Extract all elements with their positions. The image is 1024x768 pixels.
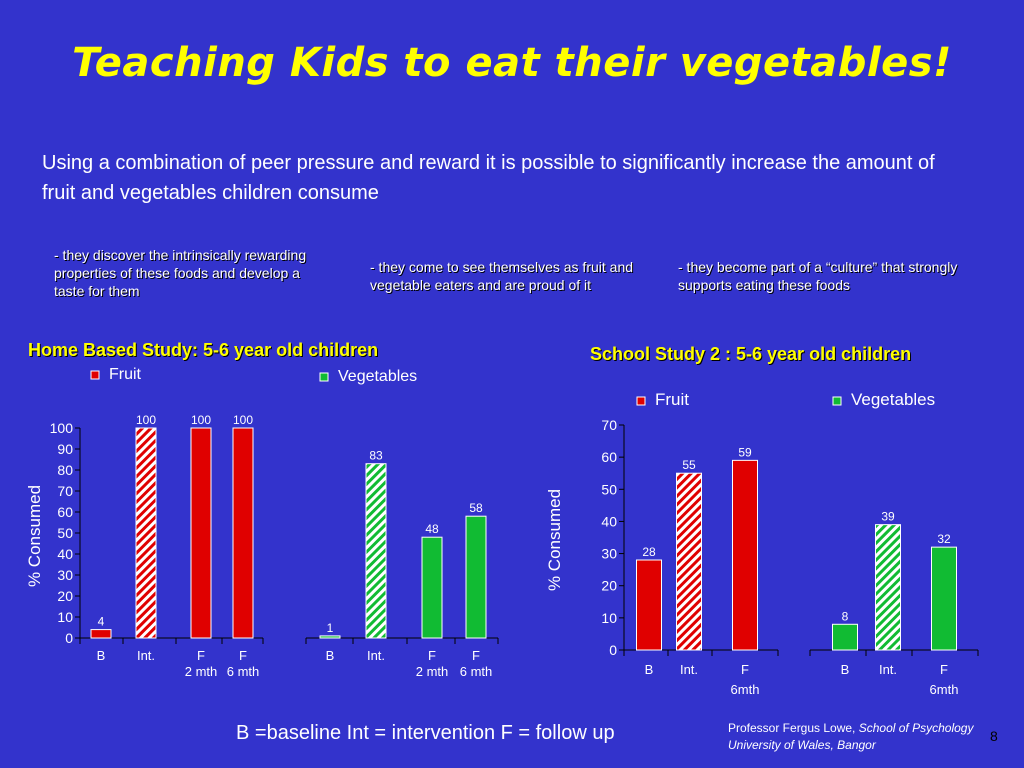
home-legend-label-fruit: Fruit xyxy=(109,366,142,383)
home-x-sublabel-vegetables-4: 6 mth xyxy=(460,664,493,679)
home-legend-swatch-vegetables xyxy=(319,372,329,382)
school-x-label-fruit-1: B xyxy=(645,662,654,677)
school-legend-swatch-fruit xyxy=(636,396,646,406)
school-x-label-vegetables-1: B xyxy=(841,662,850,677)
home-bar-value-vegetables-3: 48 xyxy=(425,522,439,536)
credit-university: University of Wales, Bangor xyxy=(728,738,876,752)
school-x-sublabel-vegetables-3: 6mth xyxy=(930,682,959,697)
home-bar-value-fruit-1: 4 xyxy=(98,615,105,629)
home-x-sublabel-fruit-3: 2 mth xyxy=(185,664,218,679)
school-bar-value-vegetables-3: 32 xyxy=(937,532,951,546)
home-bar-vegetables-1 xyxy=(319,635,341,639)
home-y-tick-label: 90 xyxy=(57,441,73,457)
school-y-tick-label: 50 xyxy=(601,481,617,497)
school-legend-swatch-vegetables xyxy=(832,396,842,406)
school-x-sublabel-fruit-3: 6mth xyxy=(731,682,760,697)
home-y-tick-label: 70 xyxy=(57,483,73,499)
home-y-tick-label: 20 xyxy=(57,588,73,604)
school-y-tick-label: 40 xyxy=(601,513,617,529)
school-bar-vegetables-2 xyxy=(875,524,901,651)
slide-title: Teaching Kids to eat their vegetables! xyxy=(72,40,952,86)
school-study-title: School Study 2 : 5-6 year old children xyxy=(590,344,912,364)
intro-text: Using a combination of peer pressure and… xyxy=(42,152,935,204)
school-bar-value-fruit-1: 28 xyxy=(642,545,656,559)
home-y-tick-label: 80 xyxy=(57,462,73,478)
school-y-tick-label: 0 xyxy=(609,642,617,658)
home-x-label-fruit-3: F xyxy=(197,648,205,663)
school-y-tick-label: 20 xyxy=(601,578,617,594)
school-y-tick-label: 70 xyxy=(601,417,617,433)
home-y-tick-label: 0 xyxy=(65,630,73,646)
school-legend-label-fruit: Fruit xyxy=(655,390,689,409)
home-y-tick-label: 10 xyxy=(57,609,73,625)
home-bar-fruit-1 xyxy=(90,629,112,639)
bullet-taste: - they discover the intrinsically reward… xyxy=(54,247,307,299)
home-x-label-vegetables-4: F xyxy=(472,648,480,663)
home-bar-fruit-4 xyxy=(232,427,254,639)
school-bar-value-fruit-2: 55 xyxy=(682,458,696,472)
home-y-tick-label: 30 xyxy=(57,567,73,583)
page-number: 8 xyxy=(990,728,998,744)
home-x-sublabel-vegetables-3: 2 mth xyxy=(416,664,449,679)
school-x-label-vegetables-2: Int. xyxy=(879,662,897,677)
home-y-tick-label: 60 xyxy=(57,504,73,520)
home-y-tick-label: 50 xyxy=(57,525,73,541)
home-y-tick-label: 100 xyxy=(50,420,74,436)
home-bar-fruit-3 xyxy=(190,427,212,639)
credit-name: Professor Fergus Lowe, xyxy=(728,721,856,735)
home-bar-value-fruit-2: 100 xyxy=(136,413,156,427)
school-bar-value-fruit-3: 59 xyxy=(738,445,752,459)
school-bar-fruit-2 xyxy=(676,472,702,651)
school-legend-label-vegetables: Vegetables xyxy=(851,390,935,409)
credit-block: Professor Fergus Lowe, School of Psychol… xyxy=(728,720,973,754)
home-x-sublabel-fruit-4: 6 mth xyxy=(227,664,260,679)
home-bar-vegetables-3 xyxy=(421,536,443,639)
bullet-identity: - they come to see themselves as fruit a… xyxy=(370,259,634,293)
home-bar-vegetables-2 xyxy=(365,463,387,639)
home-legend-label-vegetables: Vegetables xyxy=(338,368,417,385)
home-bar-fruit-2 xyxy=(135,427,157,639)
school-bar-value-vegetables-2: 39 xyxy=(881,510,895,524)
home-y-axis-label: % Consumed xyxy=(25,485,44,587)
home-bar-value-vegetables-1: 1 xyxy=(327,621,334,635)
home-x-label-vegetables-2: Int. xyxy=(367,648,385,663)
school-x-label-fruit-3: F xyxy=(741,662,749,677)
school-x-label-fruit-2: Int. xyxy=(680,662,698,677)
school-y-tick-label: 10 xyxy=(601,610,617,626)
legend-footnote: B =baseline Int = intervention F = follo… xyxy=(236,722,615,744)
school-y-tick-label: 30 xyxy=(601,546,617,562)
school-y-tick-label: 60 xyxy=(601,449,617,465)
credit-school: School of Psychology xyxy=(858,721,974,735)
home-y-tick-label: 40 xyxy=(57,546,73,562)
bullet-culture: - they become part of a “culture” that s… xyxy=(678,259,958,293)
home-x-label-vegetables-1: B xyxy=(326,648,335,663)
home-x-label-vegetables-3: F xyxy=(428,648,436,663)
home-bar-value-vegetables-4: 58 xyxy=(469,501,483,515)
home-x-label-fruit-1: B xyxy=(97,648,106,663)
school-bar-fruit-1 xyxy=(636,559,662,651)
home-x-label-fruit-2: Int. xyxy=(137,648,155,663)
home-x-label-fruit-4: F xyxy=(239,648,247,663)
home-bar-value-fruit-3: 100 xyxy=(191,413,211,427)
school-bar-vegetables-1 xyxy=(832,623,858,651)
home-bar-value-fruit-4: 100 xyxy=(233,413,253,427)
home-bar-vegetables-4 xyxy=(465,515,487,639)
home-legend-swatch-fruit xyxy=(90,370,100,380)
home-study-title: Home Based Study: 5-6 year old children xyxy=(28,340,379,360)
school-bar-vegetables-3 xyxy=(931,546,957,651)
school-y-axis-label: % Consumed xyxy=(545,489,564,591)
school-bar-fruit-3 xyxy=(732,459,758,651)
school-bar-value-vegetables-1: 8 xyxy=(842,609,849,623)
school-x-label-vegetables-3: F xyxy=(940,662,948,677)
home-bar-value-vegetables-2: 83 xyxy=(369,449,383,463)
